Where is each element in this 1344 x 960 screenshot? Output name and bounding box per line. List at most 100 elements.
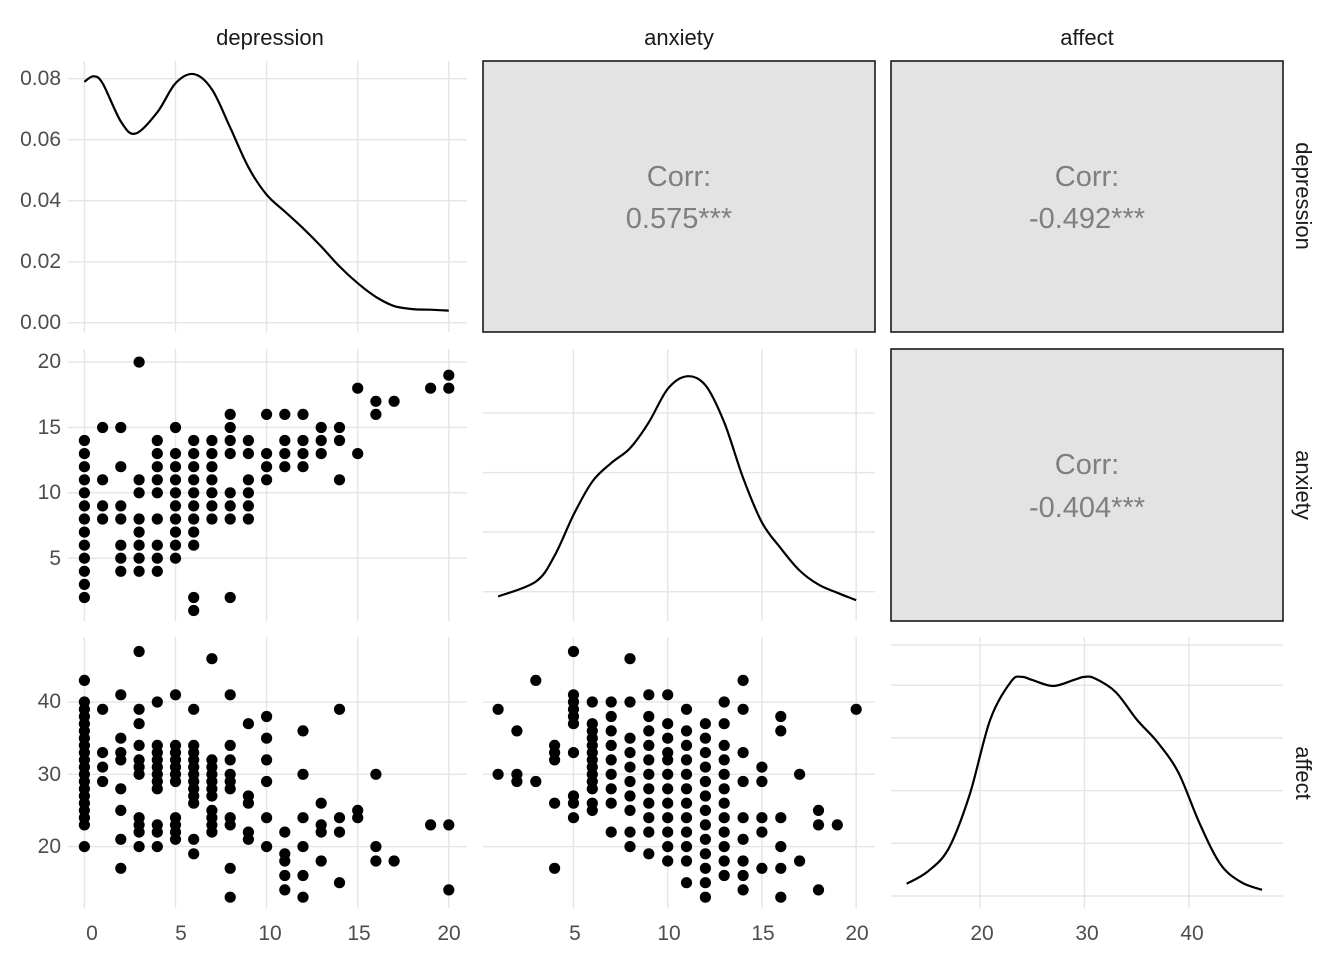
x-tick-label: 0 xyxy=(86,922,98,945)
grid-layer xyxy=(68,61,1283,908)
scatter-point-anxiety-affect xyxy=(605,783,617,795)
y-tick-label: 30 xyxy=(38,763,61,786)
scatter-point-anxiety-affect xyxy=(737,884,749,896)
scatter-point-anxiety-affect xyxy=(662,689,674,701)
scatter-point-anxiety-affect xyxy=(643,783,655,795)
scatter-point-anxiety-affect xyxy=(718,754,730,766)
scatter-point-depression-anxiety xyxy=(133,565,145,577)
density-curve-affect xyxy=(906,675,1263,891)
scatter-point-depression-anxiety xyxy=(78,448,90,460)
scatter-point-depression-anxiety xyxy=(242,500,254,512)
scatter-point-anxiety-affect xyxy=(718,783,730,795)
scatter-point-depression-affect xyxy=(315,797,327,809)
scatter-point-anxiety-affect xyxy=(605,754,617,766)
scatter-point-anxiety-affect xyxy=(680,768,693,780)
scatter-point-anxiety-affect xyxy=(775,725,787,737)
scatter-point-depression-anxiety xyxy=(97,421,109,434)
scatter-point-depression-anxiety xyxy=(224,408,236,420)
scatter-point-depression-affect xyxy=(297,725,309,737)
scatter-point-depression-affect xyxy=(133,718,145,730)
scatter-point-anxiety-affect xyxy=(737,855,749,867)
scatter-point-depression-anxiety xyxy=(169,552,182,564)
scatter-point-anxiety-affect xyxy=(794,855,806,867)
scatter-point-anxiety-affect xyxy=(718,739,730,752)
scatter-point-depression-anxiety xyxy=(151,474,163,486)
scatter-point-depression-affect xyxy=(261,812,273,824)
scatter-point-anxiety-affect xyxy=(680,841,693,853)
scatter-point-anxiety-affect xyxy=(586,718,598,730)
scatter-point-depression-affect xyxy=(370,841,382,853)
scatter-point-depression-anxiety xyxy=(188,539,200,551)
corr-value: -0.492*** xyxy=(1029,203,1145,235)
scatter-point-depression-affect xyxy=(333,703,346,715)
scatter-point-depression-anxiety xyxy=(133,552,145,564)
scatter-point-anxiety-affect xyxy=(605,696,617,708)
scatter-point-anxiety-affect xyxy=(643,812,655,824)
scatter-point-depression-anxiety xyxy=(297,461,309,473)
scatter-point-depression-affect xyxy=(242,826,254,838)
scatter-point-depression-affect xyxy=(206,754,218,766)
scatter-point-anxiety-affect xyxy=(756,826,768,838)
scatter-point-depression-anxiety xyxy=(169,539,182,551)
scatter-point-anxiety-affect xyxy=(643,797,655,809)
x-tick-label: 30 xyxy=(1075,922,1098,945)
scatter-point-anxiety-affect xyxy=(643,739,655,752)
scatter-point-depression-anxiety xyxy=(370,395,382,407)
scatter-point-anxiety-affect xyxy=(662,718,674,730)
scatter-point-anxiety-affect xyxy=(624,790,636,802)
scatter-point-depression-anxiety xyxy=(78,434,90,447)
scatter-point-anxiety-affect xyxy=(605,710,617,723)
scatter-point-anxiety-affect xyxy=(624,761,636,773)
y-tick-label: 5 xyxy=(49,547,61,570)
scatter-point-depression-anxiety xyxy=(315,434,327,447)
y-tick-label: 20 xyxy=(38,350,61,373)
scatter-point-depression-affect xyxy=(261,732,273,744)
scatter-point-anxiety-affect xyxy=(662,855,674,867)
scatter-point-depression-anxiety xyxy=(261,448,273,460)
scatter-point-depression-affect xyxy=(261,841,273,853)
scatter-point-anxiety-affect xyxy=(699,862,712,874)
scatter-point-depression-anxiety xyxy=(261,474,273,486)
y-tick-label: 0.00 xyxy=(20,311,61,334)
scatter-point-depression-anxiety xyxy=(78,487,90,499)
scatter-point-depression-anxiety xyxy=(151,513,163,525)
scatter-point-anxiety-affect xyxy=(549,797,561,809)
scatter-point-anxiety-affect xyxy=(775,710,787,723)
scatter-point-depression-anxiety xyxy=(151,461,163,473)
scatter-point-depression-anxiety xyxy=(206,461,218,473)
x-tick-label: 5 xyxy=(175,922,187,945)
scatter-point-depression-affect xyxy=(242,790,254,802)
scatter-point-anxiety-affect xyxy=(549,739,561,752)
x-tick-label: 10 xyxy=(258,922,281,945)
scatter-point-anxiety-affect xyxy=(680,725,693,737)
scatter-point-depression-anxiety xyxy=(188,604,200,617)
scatter-point-anxiety-affect xyxy=(662,768,674,780)
scatter-point-depression-anxiety xyxy=(333,474,346,486)
scatter-point-depression-anxiety xyxy=(279,434,291,447)
scatter-point-anxiety-affect xyxy=(624,775,636,788)
x-tick-label: 20 xyxy=(970,922,993,945)
scatter-point-anxiety-affect xyxy=(586,797,598,809)
scatter-point-anxiety-affect xyxy=(699,891,712,903)
scatter-point-depression-anxiety xyxy=(115,565,127,577)
scatter-point-anxiety-affect xyxy=(699,877,712,889)
scatter-point-depression-anxiety xyxy=(169,526,182,538)
scatter-point-depression-anxiety xyxy=(224,448,236,460)
scatter-point-depression-anxiety xyxy=(242,474,254,486)
scatter-point-depression-anxiety xyxy=(279,448,291,460)
scatter-point-depression-affect xyxy=(188,833,200,845)
scatter-point-anxiety-affect xyxy=(567,645,580,658)
y-tick-label: 0.04 xyxy=(20,189,61,212)
corr-label: Corr: xyxy=(1055,161,1119,193)
scatter-point-depression-affect xyxy=(333,812,346,824)
scatter-point-anxiety-affect xyxy=(492,768,504,780)
scatter-point-depression-affect xyxy=(188,848,200,860)
scatter-point-depression-anxiety xyxy=(443,369,455,381)
scatter-point-anxiety-affect xyxy=(699,732,712,744)
scatter-point-anxiety-affect xyxy=(567,812,580,824)
scatter-point-depression-affect xyxy=(224,689,236,701)
scatter-point-depression-affect xyxy=(78,674,90,687)
scatter-point-depression-anxiety xyxy=(224,591,236,604)
scatter-point-anxiety-affect xyxy=(718,869,730,882)
scatter-point-depression-affect xyxy=(333,877,346,889)
